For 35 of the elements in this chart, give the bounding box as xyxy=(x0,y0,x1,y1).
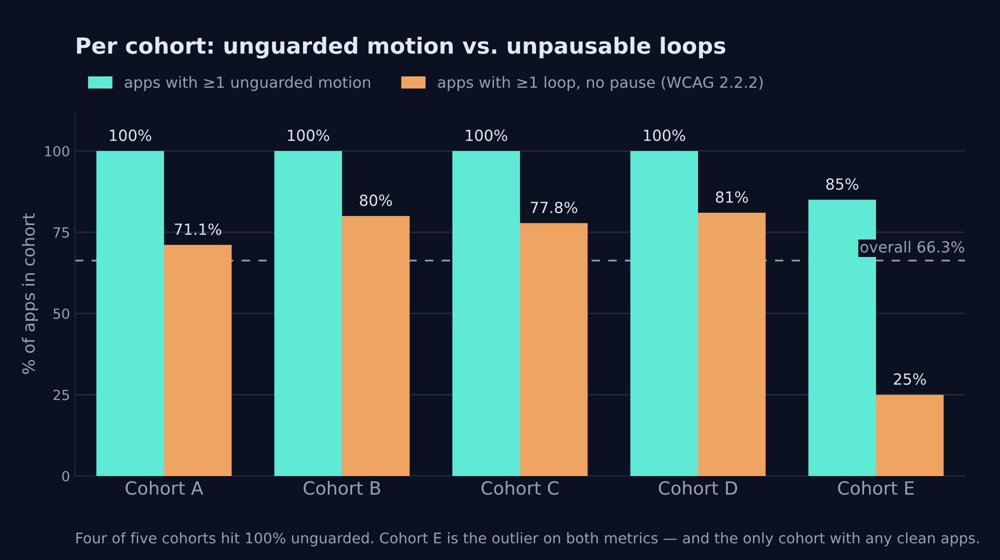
ref-line-label: overall 66.3% xyxy=(860,240,964,253)
y-tick-label: 0 xyxy=(62,470,70,482)
bar xyxy=(164,244,232,476)
x-tick-label: Cohort C xyxy=(482,480,559,495)
y-tick-label: 25 xyxy=(53,390,69,400)
chart-title: Per cohort: unguarded motion vs. unpausable loops xyxy=(77,36,726,58)
y-axis-title: % of apps in cohort xyxy=(22,213,38,374)
bar xyxy=(876,394,944,476)
data-label: 25% xyxy=(894,373,926,385)
data-label: 81% xyxy=(716,191,748,203)
data-label: 77.8% xyxy=(530,202,578,214)
text: Four of five cohorts hit 100% unguarded. Cohort E is the outlier on both metrics — and the only cohort with any clean apps. xyxy=(76,532,979,546)
y-tick-label: 50 xyxy=(54,308,70,319)
x-tick-label: Cohort B xyxy=(304,480,380,495)
x-tick-label: Cohort E xyxy=(838,480,914,495)
bar xyxy=(96,151,164,476)
bar xyxy=(698,212,766,476)
data-label: 100% xyxy=(466,130,508,142)
y-tick-label: 75 xyxy=(54,227,69,238)
data-label: 71.1% xyxy=(174,223,222,236)
bar xyxy=(520,223,588,476)
data-label: 80% xyxy=(360,194,392,206)
data-label: 85% xyxy=(826,178,858,190)
x-tick-label: Cohort A xyxy=(126,480,204,495)
data-label: 100% xyxy=(110,130,152,142)
bar xyxy=(630,151,698,476)
bar xyxy=(274,151,342,476)
bar xyxy=(342,216,410,476)
legend-label: apps with ≥1 loop, no pause (WCAG 2.2.2) xyxy=(438,76,763,91)
y-tick-label: 100 xyxy=(45,146,70,156)
x-tick-label: Cohort D xyxy=(658,480,738,495)
legend-label: apps with ≥1 unguarded motion xyxy=(124,76,370,91)
data-label: 100% xyxy=(288,130,330,142)
data-label: 100% xyxy=(644,130,686,142)
bar xyxy=(452,151,520,476)
